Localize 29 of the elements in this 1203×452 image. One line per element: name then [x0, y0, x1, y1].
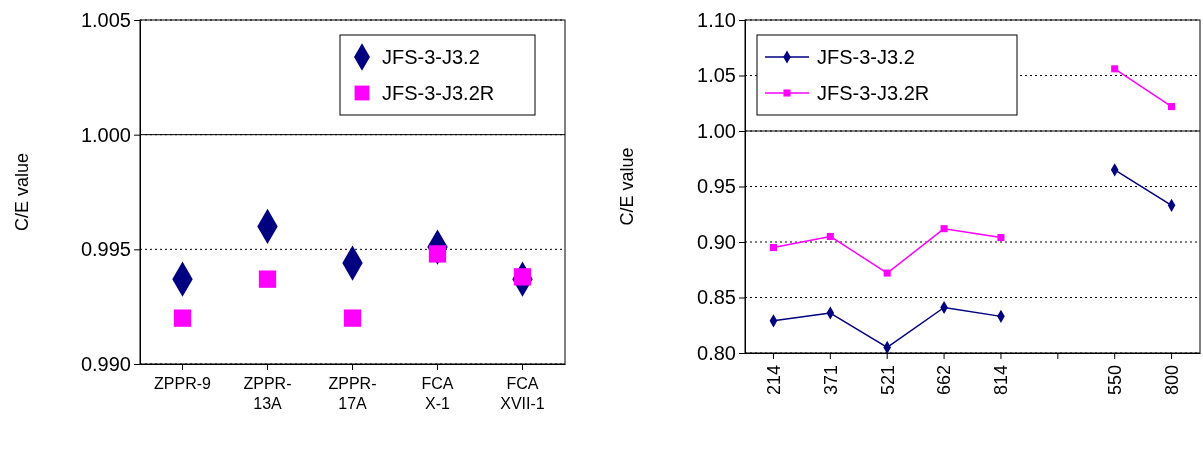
legend-label: JFS-3-J3.2 [817, 46, 915, 68]
x-tick-label: 800 [1161, 365, 1182, 396]
y-tick-label: 0.85 [697, 286, 736, 309]
y-tick-label: 1.000 [80, 123, 131, 146]
y-tick-label: 1.10 [697, 8, 736, 31]
x-tick-label: ZPPR-9 [154, 375, 212, 393]
y-axis-title: C/E value [12, 152, 32, 232]
legend-label: JFS-3-J3.2R [817, 82, 930, 104]
y-tick-label: 0.995 [80, 238, 131, 261]
y-tick-label: 0.80 [697, 341, 736, 364]
y-tick-label: 1.00 [697, 119, 736, 142]
y-axis-title: C/E value [617, 147, 637, 226]
y-tick-label: 0.90 [697, 230, 736, 253]
y-tick-label: 0.990 [80, 352, 131, 375]
legend-label: JFS-3-J3.2R [382, 82, 495, 104]
x-tick-label: ZPPR-13A [243, 375, 292, 413]
x-tick-label: FCA X-1 [421, 375, 454, 413]
x-tick-label: 662 [934, 365, 955, 396]
x-tick-label: ZPPR-17A [328, 375, 377, 413]
x-tick-label: 371 [820, 365, 841, 396]
x-tick-label: 214 [763, 365, 784, 396]
legend-label: JFS-3-J3.2 [382, 46, 480, 68]
x-tick-label: 521 [877, 365, 898, 396]
x-tick-label: 550 [1104, 365, 1125, 396]
x-tick-label: 814 [991, 365, 1012, 396]
y-tick-label: 1.005 [80, 8, 131, 31]
y-tick-label: 1.05 [697, 64, 736, 87]
x-tick-label: FCA XVII-1 [500, 375, 545, 413]
y-tick-label: 0.95 [697, 175, 736, 198]
